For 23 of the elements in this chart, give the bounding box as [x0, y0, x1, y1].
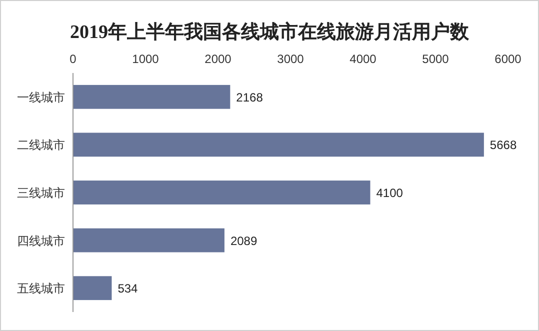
data-label: 4100 [376, 186, 404, 200]
bar [73, 180, 370, 204]
data-label: 534 [118, 282, 138, 296]
x-tick-label: 4000 [350, 52, 377, 66]
x-tick-label: 1000 [132, 52, 160, 66]
bar [73, 228, 224, 252]
y-tick-label: 一线城市 [17, 90, 65, 104]
bar [73, 276, 112, 300]
data-label: 2089 [230, 234, 258, 248]
y-tick-label: 四线城市 [17, 234, 65, 248]
x-tick-label: 6000 [494, 52, 522, 66]
x-tick-label: 2000 [204, 52, 232, 66]
y-tick-label: 五线城市 [17, 282, 65, 296]
data-label: 2168 [236, 90, 264, 104]
bar [73, 84, 230, 109]
x-tick-label: 5000 [422, 52, 450, 66]
bar [73, 132, 484, 157]
x-tick-label: 0 [70, 52, 77, 66]
y-tick-label: 三线城市 [17, 186, 65, 200]
data-label: 5668 [490, 138, 517, 152]
x-tick-label: 3000 [277, 52, 304, 66]
chart-title: 2019年上半年我国各线城市在线旅游月活用户数 [70, 21, 470, 43]
y-tick-label: 二线城市 [17, 138, 65, 152]
